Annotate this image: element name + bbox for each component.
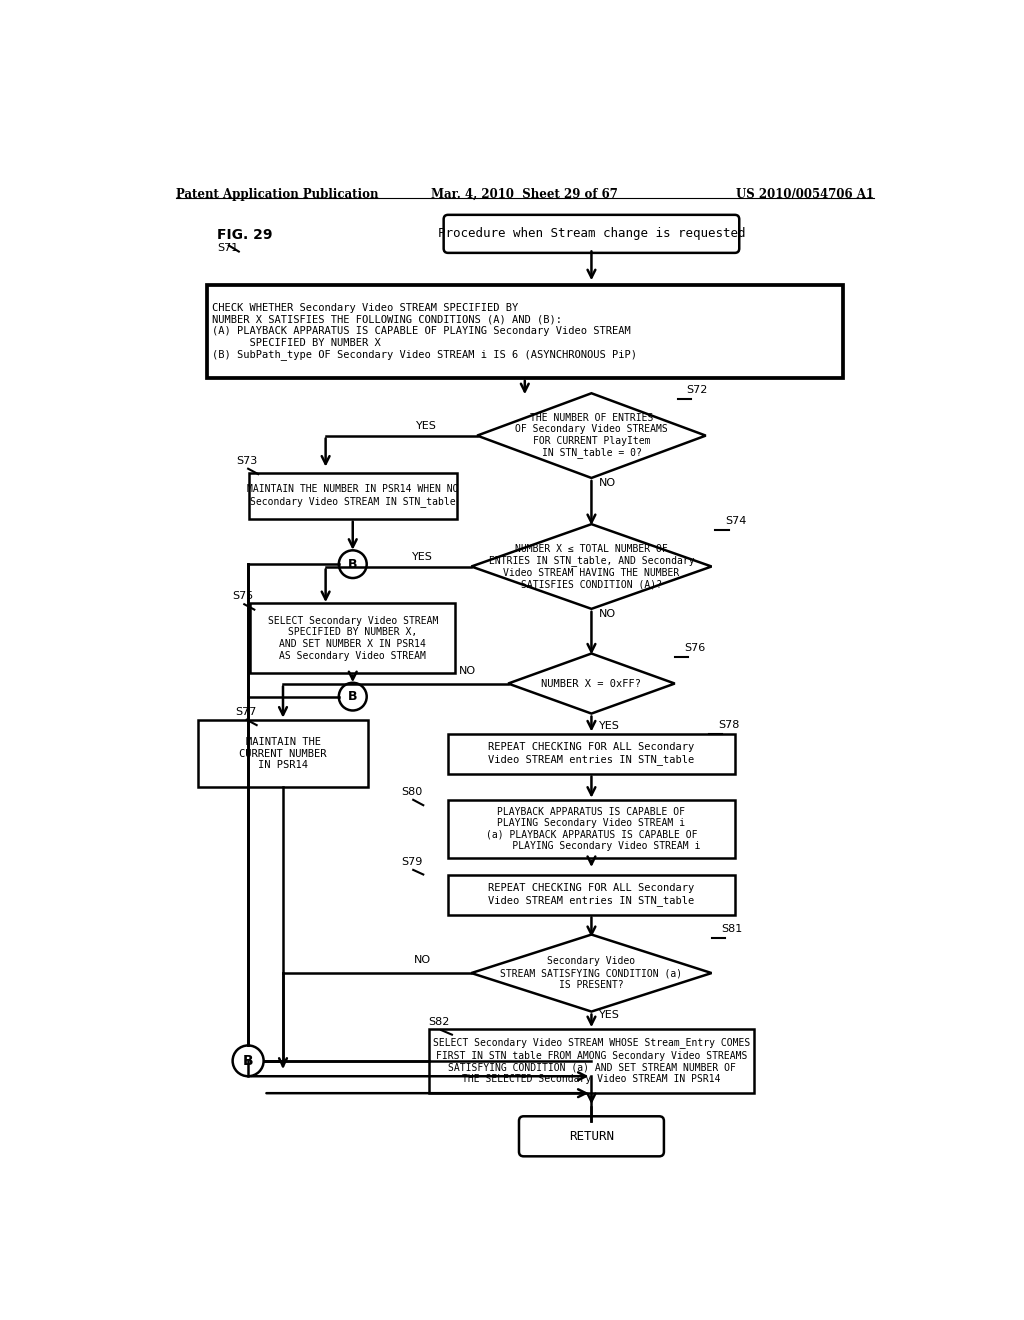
Text: NUMBER X ≤ TOTAL NUMBER OF
ENTRIES IN STN_table, AND Secondary
Video STREAM HAVI: NUMBER X ≤ TOTAL NUMBER OF ENTRIES IN ST… — [488, 544, 694, 589]
Text: S77: S77 — [234, 706, 256, 717]
Bar — [250, 603, 456, 673]
Text: NO: NO — [414, 956, 431, 965]
FancyBboxPatch shape — [443, 215, 739, 253]
Text: S82: S82 — [429, 1016, 451, 1027]
Text: S75: S75 — [232, 591, 254, 601]
Bar — [207, 285, 843, 378]
Text: S72: S72 — [686, 385, 708, 395]
Text: REPEAT CHECKING FOR ALL Secondary
Video STREAM entries IN STN_table: REPEAT CHECKING FOR ALL Secondary Video … — [488, 883, 694, 906]
Text: S74: S74 — [725, 516, 746, 525]
Text: YES: YES — [599, 1010, 621, 1019]
Text: NO: NO — [599, 478, 616, 488]
Text: CHECK WHETHER Secondary Video STREAM SPECIFIED BY
NUMBER X SATISFIES THE FOLLOWI: CHECK WHETHER Secondary Video STREAM SPE… — [212, 304, 637, 360]
Text: B: B — [348, 557, 357, 570]
FancyBboxPatch shape — [519, 1117, 664, 1156]
Bar — [449, 874, 735, 915]
Text: RETURN: RETURN — [569, 1130, 614, 1143]
Text: MAINTAIN THE NUMBER IN PSR14 WHEN NO
Secondary Video STREAM IN STN_table: MAINTAIN THE NUMBER IN PSR14 WHEN NO Sec… — [247, 484, 459, 507]
Text: NO: NO — [459, 665, 476, 676]
Text: Procedure when Stream change is requested: Procedure when Stream change is requeste… — [437, 227, 745, 240]
Text: YES: YES — [412, 552, 433, 562]
Text: Mar. 4, 2010  Sheet 29 of 67: Mar. 4, 2010 Sheet 29 of 67 — [431, 187, 618, 201]
Text: Patent Application Publication: Patent Application Publication — [176, 187, 379, 201]
Bar — [449, 734, 735, 774]
Text: PLAYBACK APPARATUS IS CAPABLE OF
PLAYING Secondary Video STREAM i
(a) PLAYBACK A: PLAYBACK APPARATUS IS CAPABLE OF PLAYING… — [482, 807, 700, 851]
Text: NO: NO — [599, 610, 616, 619]
Text: YES: YES — [416, 421, 437, 430]
Text: REPEAT CHECKING FOR ALL Secondary
Video STREAM entries IN STN_table: REPEAT CHECKING FOR ALL Secondary Video … — [488, 742, 694, 764]
Bar — [449, 800, 735, 858]
Circle shape — [339, 682, 367, 710]
Text: S78: S78 — [719, 719, 740, 730]
Text: FIG. 29: FIG. 29 — [217, 227, 272, 242]
Polygon shape — [477, 393, 706, 478]
Text: S79: S79 — [400, 857, 422, 867]
Text: THE NUMBER OF ENTRIES
OF Secondary Video STREAMS
FOR CURRENT PlayItem
IN STN_tab: THE NUMBER OF ENTRIES OF Secondary Video… — [515, 413, 668, 458]
Text: S80: S80 — [400, 787, 422, 797]
Bar — [249, 473, 457, 519]
Text: S73: S73 — [237, 455, 258, 466]
Text: NUMBER X = 0xFF?: NUMBER X = 0xFF? — [542, 678, 641, 689]
Text: S76: S76 — [684, 643, 706, 653]
Text: S81: S81 — [721, 924, 742, 933]
Polygon shape — [471, 935, 712, 1011]
Circle shape — [339, 550, 367, 578]
Text: S71: S71 — [217, 243, 239, 253]
Text: SELECT Secondary Video STREAM WHOSE Stream_Entry COMES
FIRST IN STN_table FROM A: SELECT Secondary Video STREAM WHOSE Stre… — [433, 1038, 750, 1084]
Text: MAINTAIN THE
CURRENT NUMBER
IN PSR14: MAINTAIN THE CURRENT NUMBER IN PSR14 — [240, 737, 327, 770]
Circle shape — [232, 1045, 263, 1076]
Polygon shape — [508, 653, 675, 714]
Text: Secondary Video
STREAM SATISFYING CONDITION (a)
IS PRESENT?: Secondary Video STREAM SATISFYING CONDIT… — [501, 957, 683, 990]
Bar — [198, 719, 369, 788]
Bar — [429, 1028, 755, 1093]
Text: US 2010/0054706 A1: US 2010/0054706 A1 — [735, 187, 873, 201]
Text: SELECT Secondary Video STREAM
SPECIFIED BY NUMBER X,
AND SET NUMBER X IN PSR14
A: SELECT Secondary Video STREAM SPECIFIED … — [267, 615, 438, 660]
Text: B: B — [348, 690, 357, 704]
Polygon shape — [471, 524, 712, 609]
Text: YES: YES — [599, 721, 621, 731]
Text: B: B — [243, 1053, 253, 1068]
